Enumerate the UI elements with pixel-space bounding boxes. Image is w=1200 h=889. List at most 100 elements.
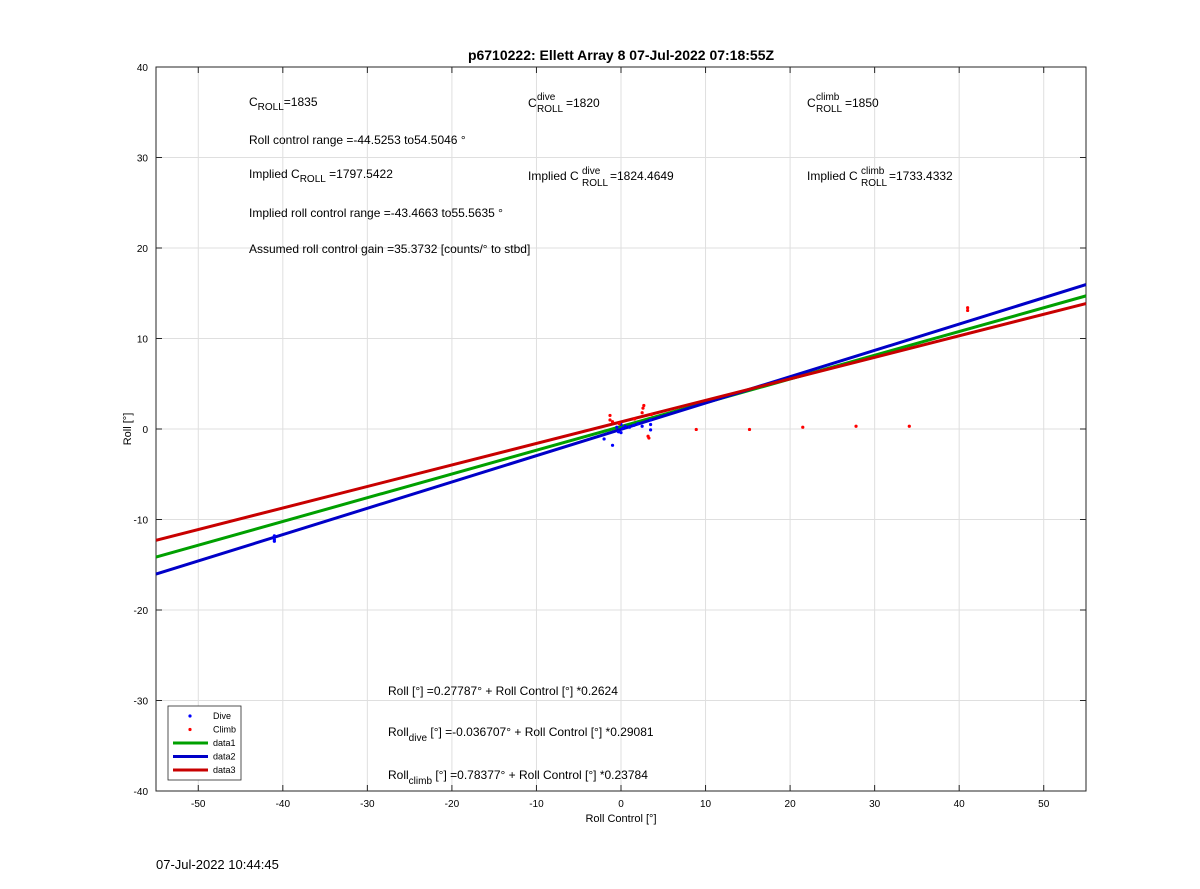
climb-point (641, 406, 645, 410)
climb-point (608, 413, 612, 418)
y-tick-label: 0 (142, 425, 148, 436)
svg-text:C: C (807, 96, 816, 110)
svg-text:ROLL: ROLL (816, 104, 843, 115)
dive-point (648, 422, 653, 427)
x-tick-label: -10 (529, 799, 544, 810)
climb-point (642, 403, 646, 408)
legend-marker-climb (188, 727, 192, 732)
climb-point (694, 427, 698, 432)
annotation-c-roll-dive: C dive ROLL =1820 (528, 92, 600, 115)
dive-point (610, 443, 615, 447)
dive-point (623, 424, 627, 428)
annotation-range: Roll control range =-44.5253 to54.5046 ° (249, 133, 466, 147)
x-tick-label: -40 (276, 799, 291, 810)
annotation-implied-c-roll: Implied CROLL =1797.5422 (249, 167, 393, 185)
climb-point (608, 418, 612, 422)
svg-text:ROLL: ROLL (861, 178, 888, 189)
fit-line-data3 (155, 302, 1087, 542)
y-tick-label: 30 (137, 154, 149, 165)
legend-label-dive: Dive (213, 711, 231, 721)
x-tick-label: 50 (1038, 799, 1050, 810)
climb-point (632, 417, 637, 421)
annotation-gain: Assumed roll control gain =35.3732 [coun… (249, 242, 530, 256)
annotation-c-roll-climb: C climb ROLL =1850 (807, 92, 879, 115)
y-tick-label: 40 (137, 63, 149, 74)
dive-point (648, 428, 653, 432)
dive-point (636, 421, 640, 426)
legend-marker-dive (188, 714, 192, 718)
data-points (272, 306, 970, 543)
legend-label-climb: Climb (213, 725, 236, 735)
x-axis-label: Roll Control [°] (585, 813, 656, 825)
x-axis: -50 -40 -30 -20 -10 0 10 20 30 40 50 (191, 67, 1050, 810)
svg-text:ROLL: ROLL (582, 178, 609, 189)
svg-text:=1733.4332: =1733.4332 (889, 169, 953, 183)
annotation-c-roll: CROLL=1835 (249, 95, 318, 113)
climb-point (617, 421, 621, 426)
x-tick-label: 20 (785, 799, 797, 810)
svg-text:ROLL: ROLL (537, 104, 564, 115)
y-tick-label: 10 (137, 335, 149, 346)
dive-point (640, 424, 644, 428)
y-tick-label: -10 (134, 516, 149, 527)
svg-text:climb: climb (861, 166, 885, 177)
x-tick-label: 30 (869, 799, 881, 810)
dive-point (272, 534, 276, 538)
equation-dive: Rolldive [°] =-0.036707° + Roll Control … (388, 725, 654, 744)
annotation-implied-range: Implied roll control range =-43.4663 to5… (249, 206, 503, 220)
dive-point (619, 431, 623, 435)
svg-text:=1850: =1850 (845, 96, 879, 110)
y-tick-label: -40 (134, 787, 149, 798)
climb-point (649, 412, 654, 417)
legend: Dive Climb data1 data2 data3 (167, 705, 242, 781)
annotation-implied-c-roll-climb: Implied C climb ROLL =1733.4332 (807, 166, 953, 189)
y-tick-label: -20 (134, 606, 149, 617)
climb-point (647, 436, 651, 440)
fit-line-data2 (155, 283, 1087, 576)
svg-text:=1820: =1820 (566, 96, 600, 110)
svg-text:dive: dive (537, 92, 556, 103)
annotation-implied-c-roll-dive: Implied C dive ROLL =1824.4649 (528, 166, 674, 189)
fit-line-data1 (155, 294, 1087, 559)
legend-label-data1: data1 (213, 738, 236, 748)
chart-title: p6710222: Ellett Array 8 07-Jul-2022 07:… (468, 47, 775, 63)
dive-point (632, 423, 636, 427)
climb-point (640, 411, 644, 415)
climb-point (801, 425, 805, 429)
dive-point (602, 437, 606, 441)
dive-point (648, 418, 653, 422)
svg-text:C: C (528, 96, 537, 110)
equation-climb: Rollclimb [°] =0.78377° + Roll Control [… (388, 768, 648, 787)
dive-point (272, 539, 276, 543)
equation-all: Roll [°] =0.27787° + Roll Control [°] *0… (388, 684, 618, 698)
climb-point (907, 424, 911, 428)
svg-text:dive: dive (582, 166, 601, 177)
legend-label-data2: data2 (213, 752, 236, 762)
x-tick-label: -20 (445, 799, 460, 810)
y-tick-label: -30 (134, 697, 149, 708)
y-axis-label: Roll [°] (122, 413, 134, 446)
x-tick-label: -30 (360, 799, 375, 810)
svg-text:Implied C: Implied C (528, 169, 579, 183)
climb-point (747, 427, 752, 432)
fit-lines (155, 283, 1087, 576)
y-tick-label: 20 (137, 244, 149, 255)
x-tick-label: 40 (954, 799, 966, 810)
climb-point (610, 420, 615, 424)
svg-text:Implied C: Implied C (807, 169, 858, 183)
x-tick-label: -50 (191, 799, 206, 810)
svg-text:climb: climb (816, 92, 840, 103)
x-tick-label: 0 (618, 799, 624, 810)
x-tick-label: 10 (700, 799, 712, 810)
dive-point (627, 425, 632, 429)
dive-point (621, 426, 625, 430)
climb-point (854, 424, 858, 428)
legend-label-data3: data3 (213, 765, 236, 775)
dive-point (616, 430, 621, 434)
climb-point (966, 308, 970, 313)
dive-point (615, 425, 619, 429)
y-axis: -40 -30 -20 -10 0 10 20 30 40 (134, 63, 1086, 798)
climb-point (966, 306, 970, 310)
svg-text:=1824.4649: =1824.4649 (610, 169, 674, 183)
